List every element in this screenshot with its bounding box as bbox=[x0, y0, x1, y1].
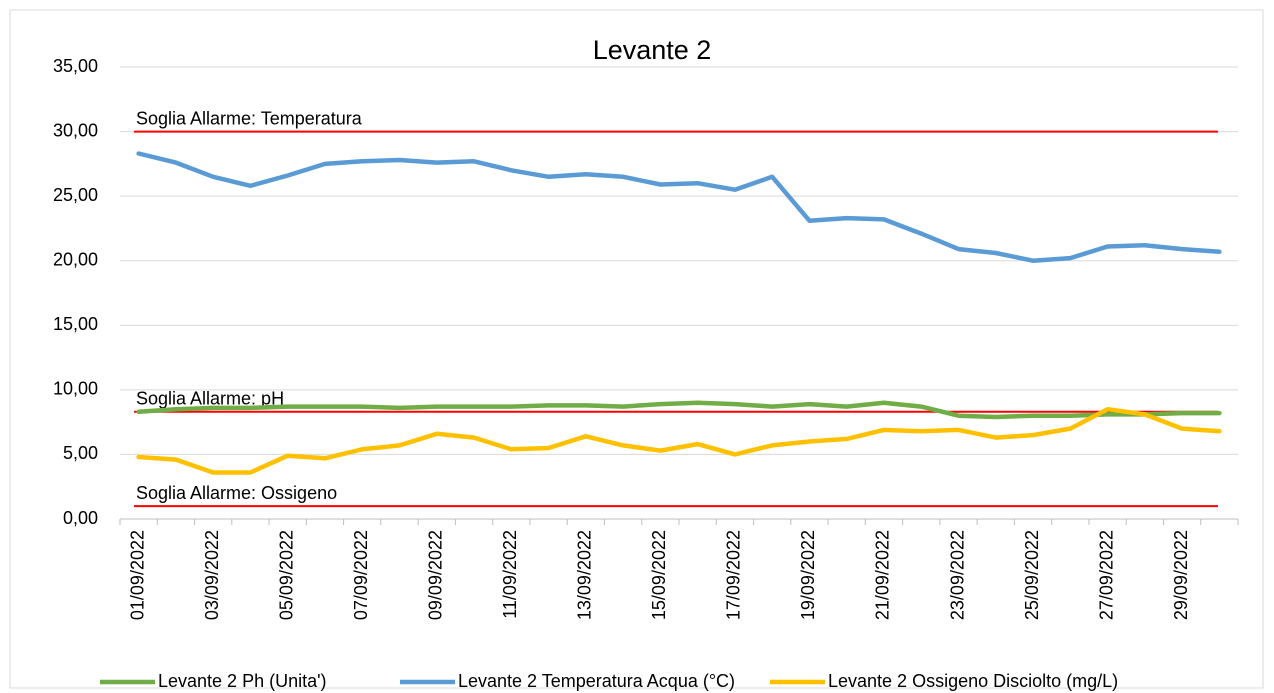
threshold-label: Soglia Allarme: Temperatura bbox=[136, 108, 363, 128]
x-tick-label: 17/09/2022 bbox=[724, 530, 744, 620]
legend-label: Levante 2 Temperatura Acqua (°C) bbox=[458, 671, 735, 691]
x-tick-label: 27/09/2022 bbox=[1096, 530, 1116, 620]
legend-label: Levante 2 Ph (Unita') bbox=[158, 671, 327, 691]
x-tick-label: 25/09/2022 bbox=[1022, 530, 1042, 620]
x-tick-label: 15/09/2022 bbox=[649, 530, 669, 620]
series-line bbox=[136, 151, 1222, 263]
y-tick-label: 30,00 bbox=[53, 120, 98, 140]
x-tick-label: 19/09/2022 bbox=[798, 530, 818, 620]
threshold-label: Soglia Allarme: pH bbox=[136, 389, 284, 409]
chart-border bbox=[9, 9, 1264, 689]
y-tick-label: 0,00 bbox=[63, 508, 98, 528]
threshold-label: Soglia Allarme: Ossigeno bbox=[136, 483, 337, 503]
series-line bbox=[136, 406, 1222, 475]
x-tick-label: 29/09/2022 bbox=[1171, 530, 1191, 620]
x-tick-label: 03/09/2022 bbox=[202, 530, 222, 620]
x-tick-label: 05/09/2022 bbox=[276, 530, 296, 620]
y-tick-label: 5,00 bbox=[63, 443, 98, 463]
x-tick-label: 23/09/2022 bbox=[947, 530, 967, 620]
y-tick-label: 20,00 bbox=[53, 249, 98, 269]
x-tick-label: 09/09/2022 bbox=[426, 530, 446, 620]
legend-label: Levante 2 Ossigeno Disciolto (mg/L) bbox=[828, 671, 1118, 691]
series-line bbox=[136, 400, 1222, 420]
y-tick-label: 15,00 bbox=[53, 314, 98, 334]
x-tick-label: 01/09/2022 bbox=[127, 530, 147, 620]
y-tick-label: 25,00 bbox=[53, 185, 98, 205]
y-tick-label: 10,00 bbox=[53, 379, 98, 399]
y-tick-label: 35,00 bbox=[53, 56, 98, 76]
x-tick-label: 11/09/2022 bbox=[500, 530, 520, 619]
x-tick-label: 13/09/2022 bbox=[575, 530, 595, 620]
x-tick-label: 21/09/2022 bbox=[873, 530, 893, 620]
chart-title: Levante 2 bbox=[593, 35, 712, 65]
x-tick-label: 07/09/2022 bbox=[351, 530, 371, 620]
